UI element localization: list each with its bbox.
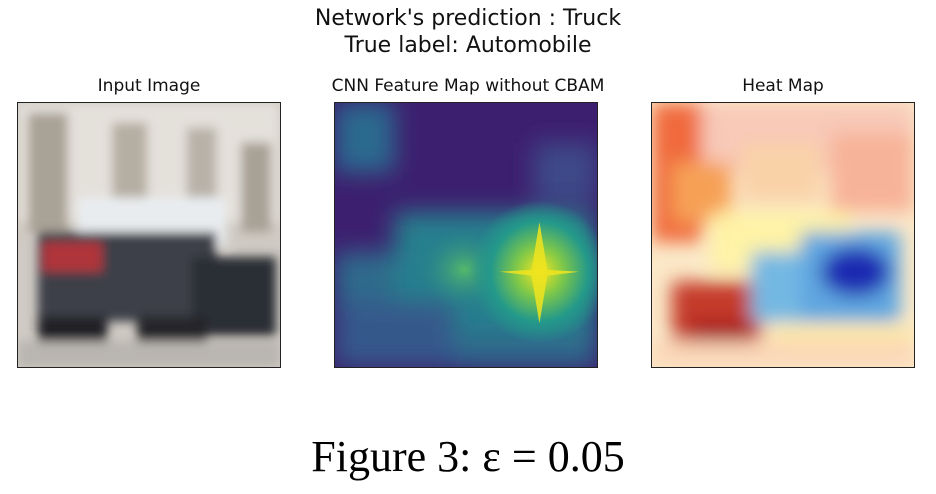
feature-map — [335, 103, 597, 367]
figure-title-prediction: Network's prediction : Truck — [314, 6, 622, 31]
input-image — [18, 103, 280, 367]
panel-title-input-image: Input Image — [97, 76, 201, 96]
feature-map-panel — [334, 102, 598, 368]
panel-title-feature-map: CNN Feature Map without CBAM — [331, 76, 605, 96]
heat-map — [652, 103, 914, 367]
input-image-panel — [17, 102, 281, 368]
figure-caption: Figure 3: ε = 0.05 — [311, 432, 625, 481]
heat-map-panel — [651, 102, 915, 368]
figure-title-true-label: True label: Automobile — [344, 33, 592, 58]
panel-title-heat-map: Heat Map — [742, 76, 824, 96]
